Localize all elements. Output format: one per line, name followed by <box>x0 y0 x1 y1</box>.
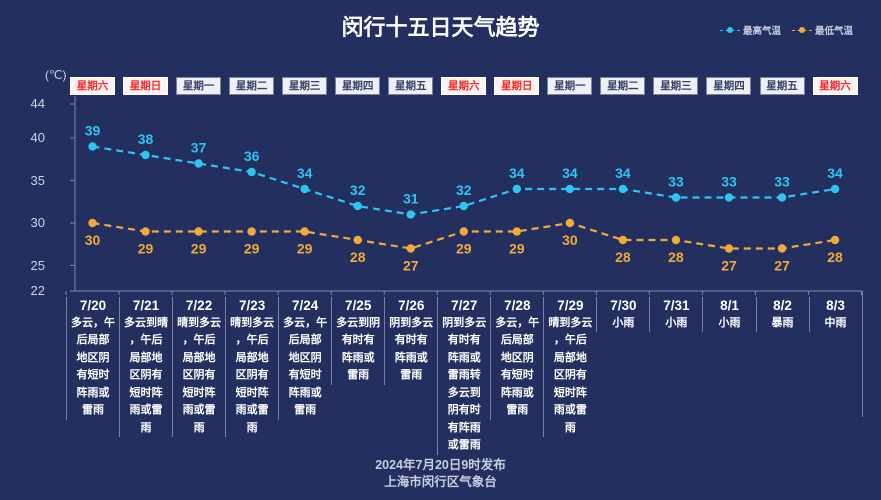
svg-text:27: 27 <box>721 258 737 274</box>
svg-text:34: 34 <box>509 165 525 181</box>
svg-text:34: 34 <box>297 165 313 181</box>
svg-text:28: 28 <box>668 249 684 265</box>
svg-text:28: 28 <box>350 249 366 265</box>
svg-text:29: 29 <box>297 241 313 257</box>
svg-text:27: 27 <box>774 258 790 274</box>
svg-text:28: 28 <box>615 249 631 265</box>
svg-text:29: 29 <box>456 241 472 257</box>
svg-text:33: 33 <box>668 174 684 190</box>
svg-text:29: 29 <box>509 241 525 257</box>
svg-text:32: 32 <box>350 182 366 198</box>
svg-text:33: 33 <box>721 174 737 190</box>
svg-text:34: 34 <box>562 165 578 181</box>
svg-text:28: 28 <box>827 249 843 265</box>
svg-text:31: 31 <box>403 191 419 207</box>
svg-text:34: 34 <box>827 165 843 181</box>
svg-text:29: 29 <box>244 241 260 257</box>
svg-text:36: 36 <box>244 148 260 164</box>
svg-text:32: 32 <box>456 182 472 198</box>
svg-text:30: 30 <box>562 232 578 248</box>
svg-text:37: 37 <box>191 140 207 156</box>
svg-text:29: 29 <box>138 241 154 257</box>
svg-text:39: 39 <box>85 123 101 139</box>
svg-text:33: 33 <box>774 174 790 190</box>
svg-text:30: 30 <box>85 232 101 248</box>
svg-text:34: 34 <box>615 165 631 181</box>
svg-text:38: 38 <box>138 131 154 147</box>
svg-text:27: 27 <box>403 258 419 274</box>
svg-text:29: 29 <box>191 241 207 257</box>
